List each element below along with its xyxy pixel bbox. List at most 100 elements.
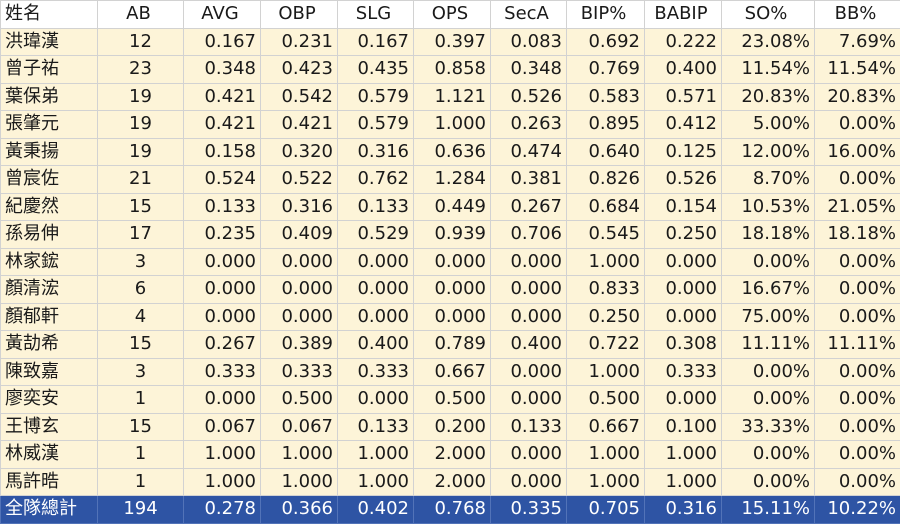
avg-cell: 0.348 — [183, 55, 261, 84]
obp-cell: 0.522 — [260, 165, 338, 194]
babip-cell: 1.000 — [644, 467, 722, 496]
bb-pct-cell: 0.00% — [814, 385, 900, 414]
team-total-so-pct: 15.11% — [721, 495, 815, 524]
player-row: 陳致嘉 3 0.333 0.333 0.333 0.667 0.000 1.000 0.333 0… — [0, 357, 900, 386]
player-row: 孫易伸 17 0.235 0.409 0.529 0.939 0.706 0.545 0.250… — [0, 220, 900, 249]
obp-cell: 0.316 — [260, 192, 338, 221]
team-total-babip: 0.316 — [644, 495, 722, 524]
babip-cell: 0.400 — [644, 55, 722, 84]
ops-cell: 0.397 — [413, 27, 491, 56]
column-header-so-pct: SO% — [721, 0, 815, 29]
slg-cell: 0.000 — [337, 385, 414, 414]
avg-cell: 0.067 — [183, 412, 261, 441]
so-pct-cell: 16.67% — [721, 275, 815, 304]
bb-pct-cell: 0.00% — [814, 412, 900, 441]
bip-cell: 0.692 — [566, 27, 645, 56]
player-name: 林家鋐 — [0, 247, 98, 276]
slg-cell: 0.133 — [337, 412, 414, 441]
team-total-avg: 0.278 — [183, 495, 261, 524]
bip-cell: 0.722 — [566, 330, 645, 359]
slg-cell: 0.316 — [337, 137, 414, 166]
obp-cell: 0.231 — [260, 27, 338, 56]
bb-pct-cell: 0.00% — [814, 275, 900, 304]
bb-pct-cell: 0.00% — [814, 357, 900, 386]
bb-pct-cell: 0.00% — [814, 467, 900, 496]
player-name: 王博玄 — [0, 412, 98, 441]
team-total-seca: 0.335 — [490, 495, 567, 524]
slg-cell: 0.133 — [337, 192, 414, 221]
player-name: 林威漢 — [0, 440, 98, 469]
player-row: 曾宸佐 21 0.524 0.522 0.762 1.284 0.381 0.826 0.526… — [0, 165, 900, 194]
babip-cell: 0.526 — [644, 165, 722, 194]
ops-cell: 0.200 — [413, 412, 491, 441]
ops-cell: 0.449 — [413, 192, 491, 221]
obp-cell: 0.500 — [260, 385, 338, 414]
slg-cell: 0.000 — [337, 275, 414, 304]
ab-cell: 6 — [97, 275, 184, 304]
seca-cell: 0.526 — [490, 82, 567, 111]
team-total-bb-pct: 10.22% — [814, 495, 900, 524]
column-header-obp: OBP — [260, 0, 338, 29]
obp-cell: 1.000 — [260, 440, 338, 469]
avg-cell: 0.524 — [183, 165, 261, 194]
ab-cell: 1 — [97, 385, 184, 414]
header-row: 姓名 AB AVG OBP SLG OPS SecA BIP% BABIP SO… — [0, 0, 900, 29]
team-total-obp: 0.366 — [260, 495, 338, 524]
bb-pct-cell: 0.00% — [814, 302, 900, 331]
ops-cell: 0.000 — [413, 275, 491, 304]
avg-cell: 0.333 — [183, 357, 261, 386]
player-row: 馬許晧 1 1.000 1.000 1.000 2.000 0.000 1.000 1.000 0… — [0, 467, 900, 496]
slg-cell: 0.435 — [337, 55, 414, 84]
player-row: 顏郁軒 4 0.000 0.000 0.000 0.000 0.000 0.250 0.000 7… — [0, 302, 900, 331]
so-pct-cell: 0.00% — [721, 385, 815, 414]
bb-pct-cell: 18.18% — [814, 220, 900, 249]
obp-cell: 0.000 — [260, 302, 338, 331]
bb-pct-cell: 0.00% — [814, 440, 900, 469]
slg-cell: 0.762 — [337, 165, 414, 194]
ab-cell: 15 — [97, 412, 184, 441]
ab-cell: 17 — [97, 220, 184, 249]
slg-cell: 0.000 — [337, 302, 414, 331]
bip-cell: 0.640 — [566, 137, 645, 166]
slg-cell: 1.000 — [337, 467, 414, 496]
bip-cell: 0.583 — [566, 82, 645, 111]
seca-cell: 0.000 — [490, 247, 567, 276]
team-total-ops: 0.768 — [413, 495, 491, 524]
slg-cell: 0.000 — [337, 247, 414, 276]
player-name: 洪瑋漢 — [0, 27, 98, 56]
avg-cell: 0.421 — [183, 110, 261, 139]
so-pct-cell: 23.08% — [721, 27, 815, 56]
babip-cell: 0.000 — [644, 302, 722, 331]
seca-cell: 0.263 — [490, 110, 567, 139]
ab-cell: 12 — [97, 27, 184, 56]
babip-cell: 0.125 — [644, 137, 722, 166]
obp-cell: 0.320 — [260, 137, 338, 166]
player-name: 顏郁軒 — [0, 302, 98, 331]
player-name: 黃劼希 — [0, 330, 98, 359]
bip-cell: 1.000 — [566, 467, 645, 496]
ab-cell: 19 — [97, 110, 184, 139]
bip-cell: 1.000 — [566, 440, 645, 469]
so-pct-cell: 75.00% — [721, 302, 815, 331]
avg-cell: 0.000 — [183, 302, 261, 331]
ops-cell: 0.667 — [413, 357, 491, 386]
slg-cell: 0.529 — [337, 220, 414, 249]
avg-cell: 0.167 — [183, 27, 261, 56]
obp-cell: 0.067 — [260, 412, 338, 441]
column-header-slg: SLG — [337, 0, 414, 29]
so-pct-cell: 0.00% — [721, 440, 815, 469]
column-header-name: 姓名 — [0, 0, 98, 29]
so-pct-cell: 11.54% — [721, 55, 815, 84]
player-row: 黃劼希 15 0.267 0.389 0.400 0.789 0.400 0.722 0.308… — [0, 330, 900, 359]
player-row: 洪瑋漢 12 0.167 0.231 0.167 0.397 0.083 0.692 0.222… — [0, 27, 900, 56]
bip-cell: 0.895 — [566, 110, 645, 139]
so-pct-cell: 8.70% — [721, 165, 815, 194]
avg-cell: 0.421 — [183, 82, 261, 111]
ops-cell: 0.939 — [413, 220, 491, 249]
babip-cell: 0.571 — [644, 82, 722, 111]
slg-cell: 0.579 — [337, 110, 414, 139]
ops-cell: 0.500 — [413, 385, 491, 414]
bb-pct-cell: 0.00% — [814, 165, 900, 194]
bip-cell: 0.833 — [566, 275, 645, 304]
